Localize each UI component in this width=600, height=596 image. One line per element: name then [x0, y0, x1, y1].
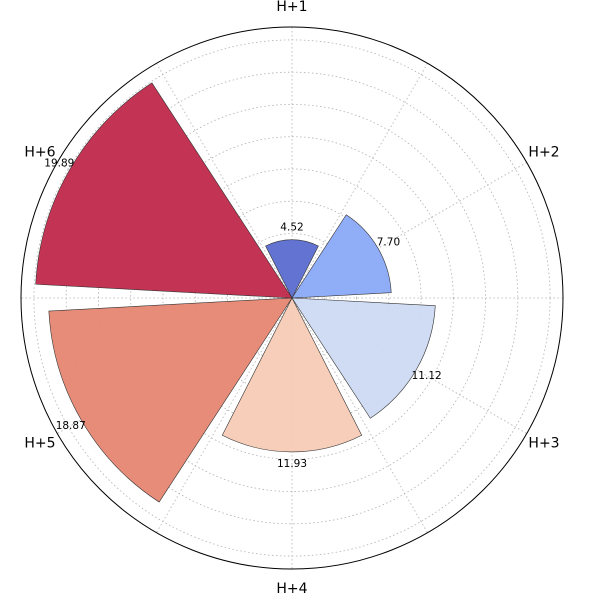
bar-hplus2: [291, 214, 392, 299]
category-label: H+4: [276, 581, 307, 596]
category-label: H+1: [276, 0, 307, 15]
value-label: 7.70: [377, 236, 400, 248]
category-label: H+6: [24, 145, 55, 161]
category-label: H+5: [24, 436, 55, 452]
bars: [35, 82, 436, 503]
bar-hplus6: [35, 82, 293, 299]
value-label: 4.52: [280, 222, 303, 234]
category-label: H+3: [528, 436, 559, 452]
category-label: H+2: [528, 145, 559, 161]
value-labels: 4.52 7.70 11.12 11.93 18.87 19.89: [44, 158, 441, 470]
value-label: 18.87: [56, 420, 86, 432]
bar-hplus1: [265, 239, 319, 299]
value-label: 11.12: [412, 370, 442, 382]
radial-gridline: [259, 265, 325, 331]
value-label: 11.93: [277, 458, 307, 470]
bar-hplus4: [221, 297, 363, 453]
value-label: 19.89: [44, 158, 74, 170]
radial-gridline: [194, 200, 390, 396]
polar-frame: [20, 26, 564, 570]
bar-hplus3: [291, 297, 436, 419]
bar-hplus5: [48, 297, 293, 503]
category-labels: H+1 H+2 H+3 H+4 H+5 H+6: [24, 0, 559, 596]
